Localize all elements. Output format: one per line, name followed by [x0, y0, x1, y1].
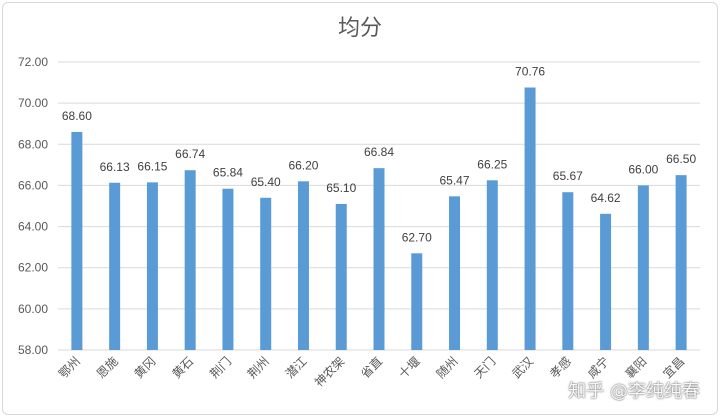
data-label: 66.00	[628, 162, 658, 176]
y-tick-label: 68.00	[18, 137, 48, 151]
bar	[411, 253, 423, 350]
category-label: 荆州	[245, 354, 272, 381]
category-label: 潜江	[283, 354, 310, 381]
y-tick-label: 70.00	[18, 96, 48, 110]
category-label: 荆门	[206, 354, 234, 382]
bar	[335, 203, 347, 350]
category-label: 十堰	[396, 354, 423, 381]
bar	[222, 188, 234, 350]
data-label: 70.76	[515, 65, 545, 79]
data-label: 68.60	[62, 109, 92, 123]
chart-title: 均分	[337, 16, 382, 41]
bar	[260, 197, 272, 350]
data-label: 62.70	[402, 230, 432, 244]
bar	[184, 170, 196, 350]
category-label: 随州	[433, 354, 461, 382]
category-label: 黄石	[169, 354, 196, 381]
category-label: 恩施	[94, 354, 121, 381]
bar	[486, 180, 498, 350]
category-label: 黄冈	[132, 354, 159, 381]
bar	[146, 182, 158, 350]
data-labels: 68.60 66.13 66.15 66.74 65.84 65.40 66.20 65.10…	[62, 65, 697, 245]
data-label: 65.84	[213, 166, 243, 180]
y-tick-label: 62.00	[18, 261, 48, 275]
bar	[637, 185, 649, 350]
bars	[71, 87, 687, 350]
bar	[675, 175, 687, 350]
data-label: 66.74	[175, 147, 205, 161]
category-label: 武汉	[509, 354, 536, 381]
category-label: 省直	[358, 354, 385, 381]
bar	[71, 131, 83, 350]
bar	[297, 181, 309, 350]
category-label: 神农架	[312, 354, 347, 389]
data-label: 65.47	[440, 173, 470, 187]
bar	[524, 87, 536, 350]
bar	[600, 213, 612, 350]
data-label: 66.13	[100, 160, 130, 174]
data-label: 65.10	[326, 181, 356, 195]
y-axis-ticks: 58.00 60.00 62.00 64.00 66.00 68.00 70.00 72.00	[18, 55, 48, 357]
data-label: 66.25	[477, 157, 507, 171]
data-label: 65.40	[251, 175, 281, 189]
bar	[562, 192, 574, 350]
y-tick-label: 66.00	[18, 178, 48, 192]
y-tick-label: 58.00	[18, 343, 48, 357]
watermark: 知乎 @李纯纯春	[568, 381, 700, 402]
data-label: 66.15	[137, 159, 167, 173]
bar	[449, 196, 461, 350]
y-tick-label: 64.00	[18, 220, 48, 234]
category-label: 鄂州	[56, 354, 83, 381]
data-label: 65.67	[553, 169, 583, 183]
data-label: 66.50	[666, 152, 696, 166]
data-label: 66.84	[364, 145, 394, 159]
data-label: 66.20	[288, 158, 318, 172]
data-label: 64.62	[591, 191, 621, 205]
y-tick-label: 72.00	[18, 55, 48, 69]
y-tick-label: 60.00	[18, 302, 48, 316]
bar	[373, 168, 385, 350]
category-label: 天门	[471, 354, 499, 382]
bar	[109, 182, 121, 350]
